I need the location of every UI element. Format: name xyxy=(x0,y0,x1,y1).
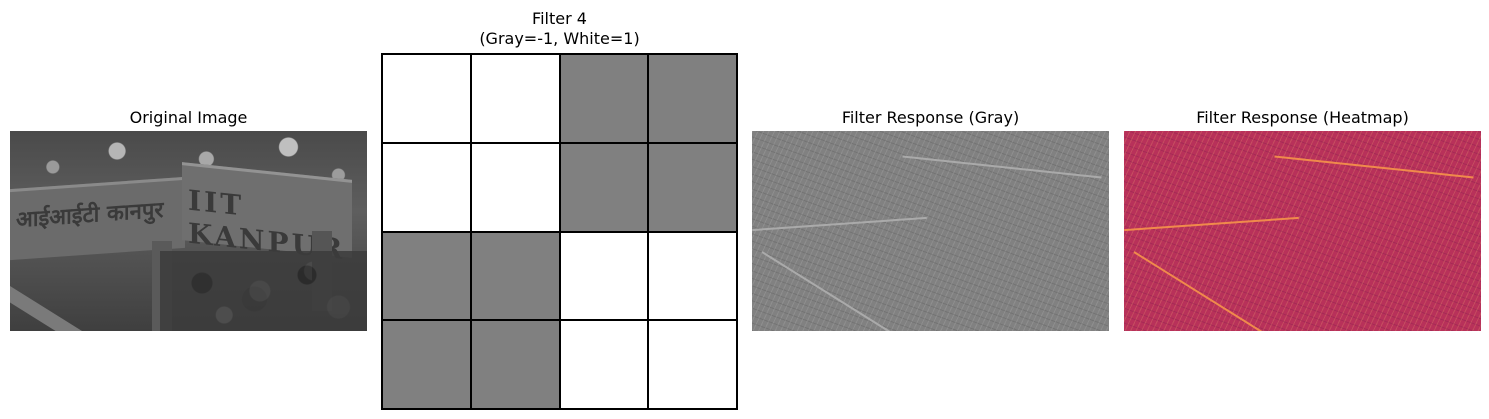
filter-cell-r1-c2-negative xyxy=(559,142,649,232)
sign-support-beam xyxy=(10,282,174,331)
filter-cell-r0-c3-negative xyxy=(648,54,737,143)
filter-cell-r1-c1-positive xyxy=(470,142,560,232)
filter-title: Filter 4 (Gray=-1, White=1) xyxy=(479,9,640,48)
edge-line xyxy=(752,216,927,232)
filter-cell-r3-c2-positive xyxy=(559,320,649,409)
filter-cell-r2-c2-positive xyxy=(559,231,649,321)
filter-cell-r3-c1-negative xyxy=(470,320,560,409)
edge-line xyxy=(1133,251,1288,331)
foreground-foliage xyxy=(160,251,367,331)
edge-line xyxy=(761,251,916,331)
edge-line xyxy=(1124,216,1299,232)
filter-cell-r2-c0-negative xyxy=(382,231,471,321)
filter-cell-r0-c0-positive xyxy=(382,54,471,143)
filter-cell-r1-c3-negative xyxy=(648,142,737,232)
filter-cell-r3-c0-negative xyxy=(382,320,471,409)
edge-line xyxy=(1274,155,1474,179)
response-heatmap-title: Filter Response (Heatmap) xyxy=(1196,108,1409,127)
filter-cell-r3-c3-positive xyxy=(648,320,737,409)
filter-response-heatmap-image xyxy=(1124,131,1481,331)
response-gray-title: Filter Response (Gray) xyxy=(841,108,1020,127)
filter-kernel-grid xyxy=(381,53,738,410)
filter-cell-r0-c2-negative xyxy=(559,54,649,143)
filter-cell-r2-c1-negative xyxy=(470,231,560,321)
filter-cell-r1-c0-positive xyxy=(382,142,471,232)
original-image-title: Original Image xyxy=(129,108,248,127)
edge-line xyxy=(902,155,1102,179)
filter-cell-r0-c1-positive xyxy=(470,54,560,143)
filter-cell-r2-c3-positive xyxy=(648,231,737,321)
original-image: आईआईटी कानपुर IIT KANPUR xyxy=(10,131,367,331)
filter-response-gray-image xyxy=(752,131,1109,331)
